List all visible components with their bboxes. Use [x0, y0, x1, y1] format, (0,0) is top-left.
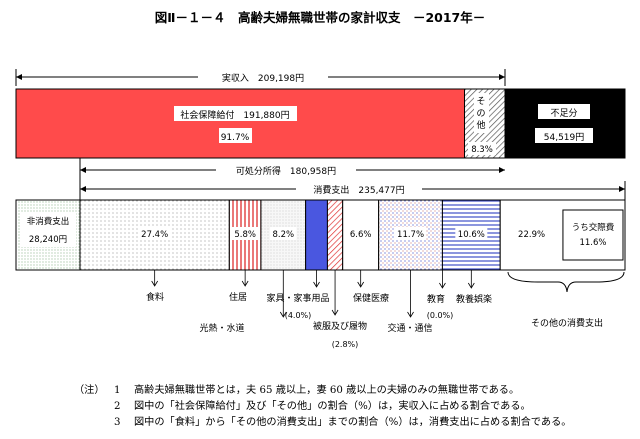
deficit-value: 54,519円 [544, 132, 585, 143]
non-consumption-label: 非消費支出 [27, 216, 70, 227]
cat-3-bar [305, 199, 328, 271]
cat-3-leader-arrow [313, 281, 320, 288]
cat-6-label: 交通・通信 [387, 322, 432, 334]
footnote-number: 2 [114, 401, 121, 412]
cat-9-share: 22.9% [518, 230, 545, 240]
footnote-1: （注） 1 高齢夫婦無職世帯とは，夫 65 歳以上，妻 60 歳以上の夫婦のみの… [74, 383, 634, 399]
cat-1-share-bg [231, 227, 259, 240]
cat-2-label: 光熱・水道 [199, 322, 244, 334]
cat-1-share: 5.8% [234, 230, 256, 240]
consumption-extras: 27.4% 食料 5.8% 住居 8.2% 光熱・水道 家具・家事用品 (4.0%)被服及び履… [138, 209, 624, 349]
footnotes: （注） 1 高齢夫婦無職世帯とは，夫 65 歳以上，妻 60 歳以上の夫婦のみの… [74, 383, 634, 431]
cat-7-label: 教育 [427, 293, 445, 305]
entertainment-sub-share: 11.6% [579, 238, 606, 248]
disposable-income-label: 可処分所得 180,958円 [236, 165, 336, 177]
other-income-label-1: そ [476, 96, 485, 107]
cat-5-leader-arrow [357, 281, 365, 288]
cat-9-label: その他の消費支出 [531, 317, 603, 329]
footnote-text: 高齢夫婦無職世帯とは，夫 65 歳以上，妻 60 歳以上の夫婦のみの無職世帯であ… [134, 385, 520, 396]
cat-8-label: 教養娯楽 [456, 293, 492, 305]
non-consumption-label-bg [20, 213, 76, 247]
cat-6-leader-arrow [407, 311, 414, 318]
non-consumption-value: 28,240円 [29, 235, 67, 245]
cat-5-label: 保健医療 [353, 292, 389, 304]
footnote-2: 2 図中の「社会保障給付」及び「その他」の割合（%）は，実収入に占める割合である… [74, 399, 634, 415]
other-income-share-bg [468, 142, 496, 155]
entertainment-sub-label: うち交際費 [572, 222, 615, 233]
footnote-number: 3 [114, 417, 121, 428]
cat-9-share-bg [515, 227, 548, 240]
cat-2-share: 8.2% [272, 230, 294, 240]
chart-title: 図Ⅱ－１－４ 高齢夫婦無職世帯の家計収支 －2017年－ [155, 10, 486, 25]
income-total-label: 実収入 209,198円 [222, 72, 304, 84]
cat-0-leader-arrow [151, 280, 159, 287]
other-income-label-3: 他 [476, 119, 485, 131]
consumption-total-label: 消費支出 235,477円 [313, 184, 404, 196]
cat-5-share-bg [347, 227, 374, 240]
income-label-bg [198, 70, 328, 84]
social-security-share-bg [219, 128, 252, 143]
footnote-text: 図中の「食料」から「その他の消費支出」までの割合（%）は，消費支出に占める割合で… [134, 417, 572, 428]
other-income-share: 8.3% [471, 145, 493, 155]
cat-4-bar [326, 199, 344, 271]
cat-4-sub-label: (2.8%) [332, 340, 359, 349]
footnote-text: 図中の「社会保障給付」及び「その他」の割合（%）は，実収入に占める割合である。 [134, 401, 531, 412]
cat-7-sub-label: (0.0%) [427, 311, 454, 320]
cat-1-label: 住居 [229, 291, 247, 303]
cat-0-label: 食料 [146, 291, 164, 303]
cat-8-share: 10.6% [458, 230, 485, 240]
footnote-3: 3 図中の「食料」から「その他の消費支出」までの割合（%）は，消費支出に占める割… [74, 415, 634, 431]
disposable-label-bg [216, 163, 356, 177]
cat-6-share: 11.7% [397, 230, 424, 240]
cat-0-share-bg [138, 227, 171, 240]
cat-1-leader-arrow [241, 280, 249, 287]
cat-3-sub-label: (4.0%) [285, 311, 312, 320]
social-security-share: 91.7% [221, 133, 250, 143]
cat-4-leader-arrow [331, 309, 339, 316]
deficit-bar [504, 88, 626, 159]
cat-5-share: 6.6% [350, 230, 372, 240]
cat-8-share-bg [455, 227, 488, 240]
other-consumption-brace [507, 271, 625, 293]
cat-2-leader-arrow [279, 311, 287, 318]
cat-4-label: 被服及び履物 [313, 320, 367, 332]
cat-3-label: 家具・家事用品 [266, 292, 329, 304]
entertainment-sub-box [562, 209, 624, 261]
cat-8-leader-arrow [467, 282, 475, 289]
footnote-tag: （注） [74, 385, 105, 396]
deficit-value-bg [535, 128, 593, 143]
cat-6-share-bg [394, 227, 427, 240]
deficit-label: 不足分 [550, 108, 577, 119]
footnote-number: 1 [114, 385, 121, 396]
deficit-label-bg [538, 104, 590, 119]
other-income-label-bg [474, 93, 489, 133]
cat-2-share-bg [270, 227, 297, 240]
cat-7-leader-arrow [439, 282, 446, 289]
cat-0-share: 27.4% [141, 230, 168, 240]
consumption-label-bg [296, 182, 422, 196]
social-security-label-bg [174, 106, 297, 121]
social-security-label: 社会保障給付 191,880円 [180, 109, 289, 121]
social-security-bar [15, 88, 466, 159]
other-income-label-2: の [476, 109, 485, 119]
